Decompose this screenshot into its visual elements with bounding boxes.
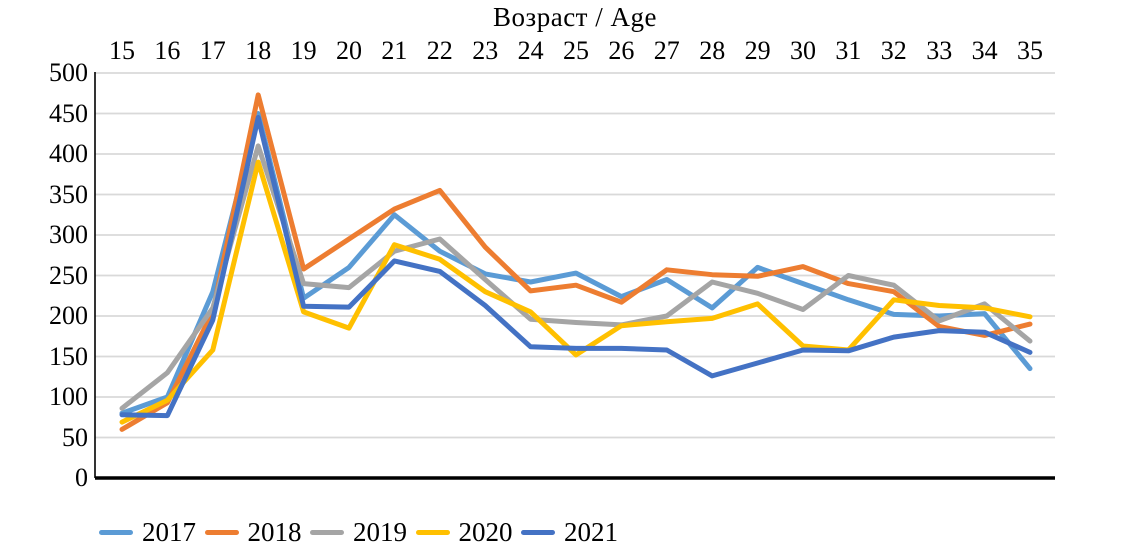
x-tick-label: 29 — [744, 36, 771, 65]
x-tick-label: 17 — [199, 36, 226, 65]
legend-swatch — [415, 530, 450, 535]
x-tick-label: 26 — [608, 36, 635, 65]
chart-title: Возраст / Age — [493, 2, 657, 32]
series-line-2018 — [119, 92, 1033, 432]
y-tick-label: 350 — [49, 179, 88, 209]
legend-swatch — [521, 530, 555, 535]
y-tick-label: 100 — [49, 382, 88, 411]
x-tick-label: 33 — [926, 36, 953, 65]
x-tick-label: 16 — [154, 36, 181, 65]
x-tick-label: 27 — [653, 36, 680, 65]
legend-label: 2017 — [142, 517, 196, 547]
y-tick-label: 250 — [49, 260, 88, 290]
y-tick-label: 400 — [49, 139, 88, 168]
x-tick-label: 15 — [109, 36, 135, 65]
legend-item-2017: 2017 — [99, 517, 205, 548]
legend-label: 2019 — [353, 517, 407, 547]
x-tick-label: 19 — [290, 36, 317, 65]
y-tick-label: 450 — [49, 98, 88, 128]
series-line-2019 — [119, 143, 1033, 411]
series-line-2020 — [119, 159, 1033, 425]
x-tick-label: 35 — [1017, 36, 1043, 65]
legend-swatch — [310, 530, 344, 535]
y-tick-label: 50 — [62, 422, 88, 452]
series-line-2021 — [119, 115, 1033, 419]
x-tick-label: 25 — [563, 36, 589, 65]
x-tick-label: 20 — [336, 36, 362, 65]
y-tick-label: 0 — [75, 463, 88, 492]
x-tick-label: 34 — [971, 36, 998, 65]
y-tick-label: 500 — [49, 58, 88, 87]
legend-label: 2021 — [564, 517, 618, 547]
x-tick-label: 31 — [835, 36, 862, 65]
y-tick-label: 300 — [49, 220, 88, 249]
legend-item-2019: 2019 — [310, 517, 416, 548]
legend-item-2021: 2021 — [521, 517, 627, 548]
legend: 2017 2018 2019 2020 2021 — [99, 517, 627, 548]
x-tick-label: 24 — [517, 36, 544, 65]
x-tick-label: 23 — [472, 36, 499, 65]
legend-item-2020: 2020 — [415, 517, 522, 548]
legend-swatch — [99, 530, 133, 535]
x-tick-label: 22 — [426, 36, 453, 65]
legend-swatch — [204, 530, 239, 535]
legend-label: 2020 — [458, 517, 513, 547]
legend-label: 2018 — [247, 517, 302, 547]
x-tick-label: 18 — [245, 36, 272, 65]
y-tick-label: 150 — [49, 341, 88, 371]
legend-item-2018: 2018 — [204, 517, 311, 548]
x-tick-label: 28 — [699, 36, 726, 65]
x-tick-label: 32 — [880, 36, 907, 65]
series-line-2017 — [119, 111, 1033, 416]
x-tick-label: 21 — [381, 36, 408, 65]
y-tick-label: 200 — [49, 301, 88, 330]
x-tick-label: 30 — [790, 36, 816, 65]
